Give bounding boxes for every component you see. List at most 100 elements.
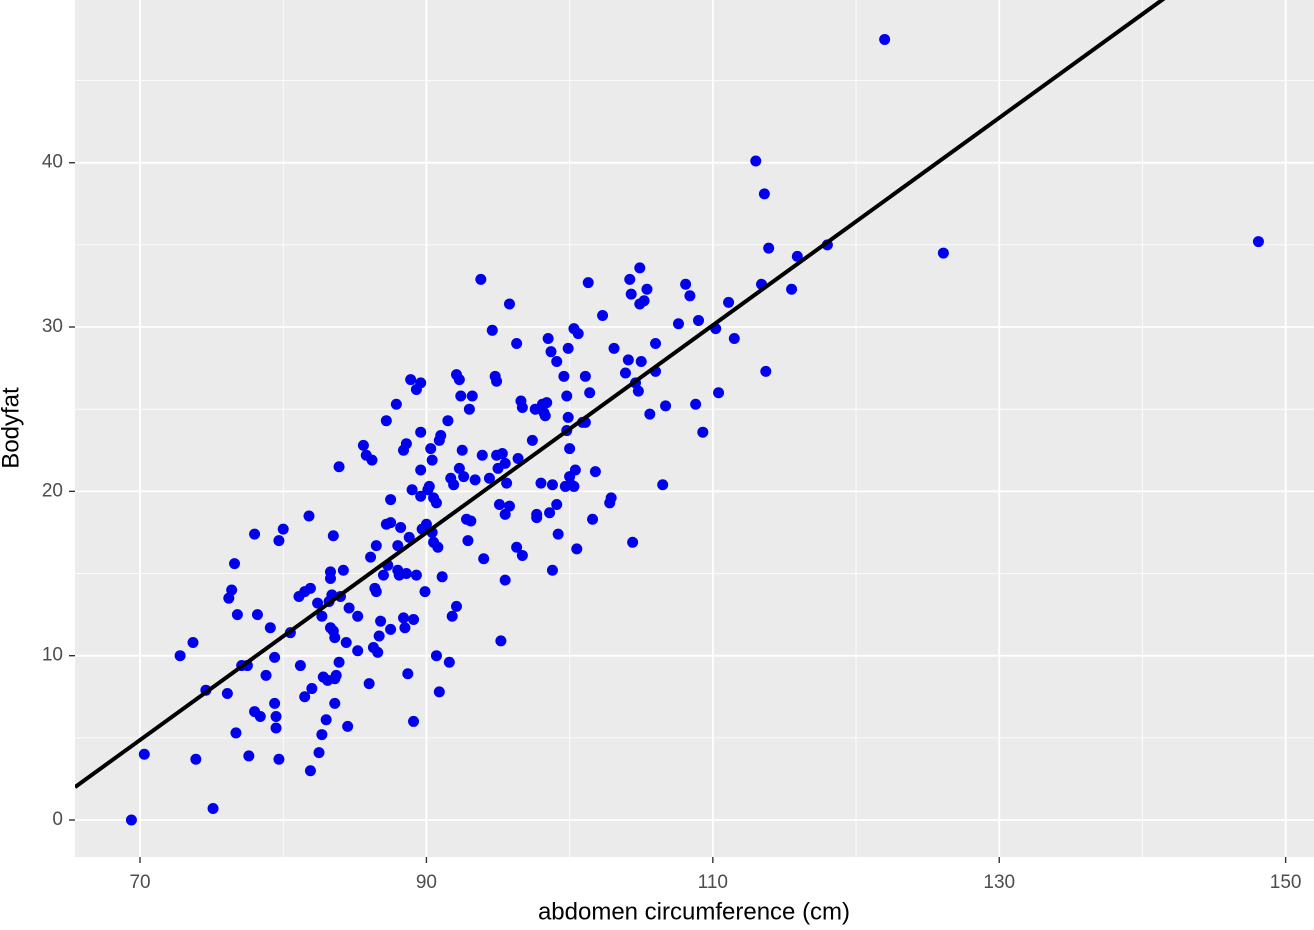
point (243, 750, 255, 762)
point (750, 155, 762, 167)
fit-group (75, 0, 1166, 789)
point (501, 477, 513, 489)
point (551, 356, 563, 368)
point (432, 541, 444, 553)
point (270, 710, 282, 722)
marks (75, 0, 1264, 826)
point (680, 278, 692, 290)
point (254, 710, 266, 722)
point (503, 500, 515, 512)
point (251, 609, 263, 621)
point (542, 333, 554, 345)
point (190, 753, 202, 765)
point (294, 660, 306, 672)
point (541, 397, 553, 409)
point (572, 328, 584, 340)
point (879, 33, 891, 45)
point (372, 646, 384, 658)
point (402, 668, 414, 680)
point (377, 569, 389, 581)
point (415, 464, 427, 476)
point (453, 374, 465, 386)
x-tick-label: 90 (416, 872, 437, 893)
point (539, 410, 551, 422)
point (499, 508, 511, 520)
point (791, 250, 803, 262)
point (608, 342, 620, 354)
point (544, 507, 556, 519)
point (526, 434, 538, 446)
point (337, 564, 349, 576)
point (329, 697, 341, 709)
point (495, 635, 507, 647)
point (333, 656, 345, 668)
point (270, 722, 282, 734)
point (627, 536, 639, 548)
point (400, 568, 412, 580)
point (365, 551, 377, 563)
point (568, 480, 580, 492)
point (597, 310, 609, 322)
point (466, 390, 478, 402)
point (545, 346, 557, 358)
x-tick-label: 70 (129, 872, 150, 893)
point (419, 586, 431, 598)
point (622, 354, 634, 366)
point (493, 499, 505, 511)
point (313, 747, 325, 759)
point (552, 528, 564, 540)
point (306, 683, 318, 695)
point (392, 540, 404, 552)
point (763, 242, 775, 254)
point (385, 494, 397, 506)
x-tick-label: 110 (698, 872, 728, 893)
point (632, 385, 644, 397)
point (231, 609, 243, 621)
point (260, 669, 272, 681)
point (535, 477, 547, 489)
point (273, 535, 285, 547)
point (558, 370, 570, 382)
point (430, 650, 442, 662)
point (571, 543, 583, 555)
point (406, 484, 418, 496)
point (660, 400, 672, 412)
point (375, 615, 387, 627)
point (316, 729, 328, 741)
point (625, 288, 637, 300)
point (512, 452, 524, 464)
point (760, 365, 772, 377)
point (330, 669, 342, 681)
y-tick-label: 40 (42, 152, 63, 173)
point (395, 522, 407, 534)
point (425, 443, 437, 455)
point (546, 479, 558, 491)
point (638, 295, 650, 307)
point (650, 337, 662, 349)
point (408, 614, 420, 626)
point (465, 515, 477, 527)
point (415, 426, 427, 438)
point (562, 342, 574, 354)
point (453, 462, 465, 474)
point (352, 610, 364, 622)
point (486, 324, 498, 336)
point (405, 374, 417, 386)
point (531, 512, 543, 524)
point (462, 535, 474, 547)
point (786, 283, 798, 295)
point (589, 466, 601, 478)
point (641, 283, 653, 295)
y-tick-label: 30 (42, 316, 63, 337)
point (758, 188, 770, 200)
point (582, 277, 594, 289)
point (455, 390, 467, 402)
point (713, 387, 725, 399)
y-tick-label: 10 (42, 645, 63, 666)
x-axis-title: abdomen circumference (cm) (538, 898, 850, 925)
point (426, 454, 438, 466)
point (430, 497, 442, 509)
point (312, 597, 324, 609)
point (579, 370, 591, 382)
